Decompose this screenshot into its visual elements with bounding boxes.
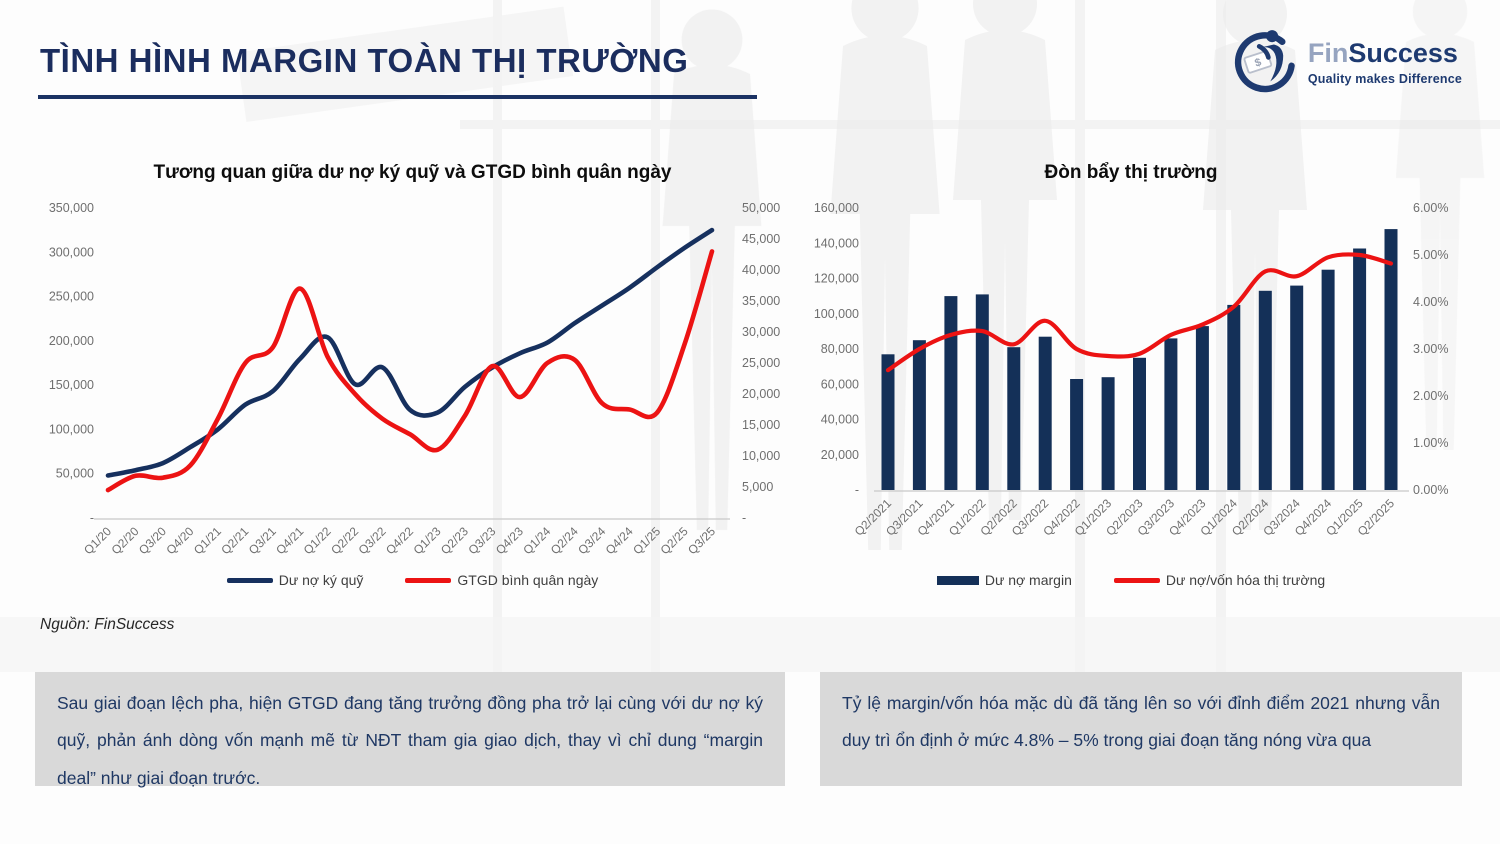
svg-text:300,000: 300,000	[49, 245, 94, 259]
svg-text:20,000: 20,000	[742, 387, 780, 401]
svg-text:Q2/20: Q2/20	[109, 524, 142, 557]
svg-text:35,000: 35,000	[742, 294, 780, 308]
left-chart-title: Tương quan giữa dư nợ ký quỹ và GTGD bìn…	[153, 162, 672, 183]
finsuccess-logo: $ FinSuccess Quality makes Difference	[1224, 26, 1462, 100]
svg-text:20,000: 20,000	[821, 448, 859, 462]
svg-text:Q4/22: Q4/22	[383, 524, 416, 557]
svg-text:Q4/23: Q4/23	[493, 524, 526, 557]
svg-text:250,000: 250,000	[49, 290, 94, 304]
svg-text:Q3/22: Q3/22	[356, 524, 389, 557]
svg-text:5,000: 5,000	[742, 480, 773, 494]
legend-du-no-ky-quy: Dư nợ ký quỹ	[226, 572, 363, 588]
logo-brand-success: Success	[1348, 38, 1458, 68]
svg-text:Q4/21: Q4/21	[273, 524, 306, 557]
navy-line-swatch	[226, 577, 273, 583]
svg-text:2.00%: 2.00%	[1413, 389, 1448, 403]
svg-text:3.00%: 3.00%	[1413, 342, 1448, 356]
svg-text:45,000: 45,000	[742, 232, 780, 246]
svg-text:25,000: 25,000	[742, 356, 780, 370]
svg-text:1.00%: 1.00%	[1413, 436, 1448, 450]
legend-du-no-margin: Dư nợ margin	[936, 572, 1072, 588]
svg-text:Q1/22: Q1/22	[301, 524, 334, 557]
svg-text:150,000: 150,000	[49, 378, 94, 392]
svg-text:15,000: 15,000	[742, 418, 780, 432]
svg-text:120,000: 120,000	[814, 272, 859, 286]
svg-text:60,000: 60,000	[821, 377, 859, 391]
svg-text:-: -	[90, 511, 94, 525]
svg-text:40,000: 40,000	[821, 413, 859, 427]
svg-text:10,000: 10,000	[742, 449, 780, 463]
svg-text:Q1/23: Q1/23	[411, 524, 444, 557]
svg-text:Q2/21: Q2/21	[218, 524, 251, 557]
left-chart-legend: Dư nợ ký quỹ GTGD bình quân ngày	[30, 572, 795, 588]
finsuccess-logo-text: FinSuccess Quality makes Difference	[1307, 38, 1462, 87]
logo-tagline: Quality makes Difference	[1307, 72, 1462, 86]
svg-text:5.00%: 5.00%	[1413, 248, 1448, 262]
svg-text:Q1/24: Q1/24	[520, 524, 553, 557]
svg-text:Q2/24: Q2/24	[548, 524, 581, 557]
right-chart-plot: - 20,000 40,000 60,000 80,000 100,000 120,000 1…	[814, 201, 1449, 539]
svg-text:Q3/24: Q3/24	[575, 524, 608, 557]
svg-text:Q3/23: Q3/23	[465, 524, 498, 557]
svg-text:$: $	[1253, 56, 1263, 70]
legend-du-no-von-hoa: Dư nợ/vốn hóa thị trường	[1113, 572, 1325, 588]
svg-text:Q2/25: Q2/25	[658, 524, 691, 557]
page-title: TÌNH HÌNH MARGIN TOÀN THỊ TRƯỜNG	[40, 42, 689, 79]
svg-text:Q1/25: Q1/25	[630, 524, 663, 557]
svg-text:30,000: 30,000	[742, 325, 780, 339]
svg-text:-: -	[855, 483, 859, 497]
svg-text:100,000: 100,000	[814, 307, 859, 321]
svg-text:0.00%: 0.00%	[1413, 483, 1448, 497]
svg-text:Q1/21: Q1/21	[191, 524, 224, 557]
svg-text:50,000: 50,000	[742, 201, 780, 215]
svg-text:Q3/25: Q3/25	[685, 524, 718, 557]
leverage-chart: Đòn bẩy thị trường - 20,000 40,000 60,000 80…	[795, 158, 1467, 572]
svg-text:350,000: 350,000	[49, 201, 94, 215]
svg-text:6.00%: 6.00%	[1413, 201, 1448, 215]
svg-text:50,000: 50,000	[56, 467, 94, 481]
svg-text:160,000: 160,000	[814, 201, 859, 215]
svg-text:140,000: 140,000	[814, 236, 859, 250]
red-line-swatch	[405, 577, 452, 583]
svg-text:4.00%: 4.00%	[1413, 295, 1448, 309]
legend-gtgd: GTGD bình quân ngày	[405, 572, 598, 588]
logo-brand-fin: Fin	[1307, 38, 1349, 68]
svg-text:Q4/24: Q4/24	[603, 524, 636, 557]
right-comment-box: Tỷ lệ margin/vốn hóa mặc dù đã tăng lên …	[820, 672, 1462, 786]
svg-text:40,000: 40,000	[742, 263, 780, 277]
right-chart-legend: Dư nợ margin Dư nợ/vốn hóa thị trường	[795, 572, 1467, 588]
source-note: Nguồn: FinSuccess	[40, 616, 175, 633]
svg-text:100,000: 100,000	[49, 422, 94, 436]
svg-text:Q2/22: Q2/22	[328, 524, 361, 557]
svg-text:80,000: 80,000	[821, 342, 859, 356]
svg-text:Q4/20: Q4/20	[163, 524, 196, 557]
finsuccess-logo-icon: $	[1234, 30, 1295, 93]
right-chart-title: Đòn bẩy thị trường	[1044, 162, 1218, 183]
svg-text:-: -	[742, 511, 746, 525]
svg-text:Q1/20: Q1/20	[81, 524, 114, 557]
left-comment-box: Sau giai đoạn lệch pha, hiện GTGD đang t…	[35, 672, 785, 788]
navy-bar-swatch	[936, 575, 979, 585]
svg-text:Q3/20: Q3/20	[136, 524, 169, 557]
margin-vs-gtgd-chart: Tương quan giữa dư nợ ký quỹ và GTGD bìn…	[30, 158, 795, 572]
left-chart-plot: - 50,000 100,000 150,000 200,000 250,000 300,0…	[49, 201, 780, 557]
svg-text:Q3/21: Q3/21	[246, 524, 279, 557]
title-underline	[38, 95, 757, 99]
red-line-swatch-2	[1113, 577, 1160, 583]
svg-text:Q2/23: Q2/23	[438, 524, 471, 557]
svg-text:200,000: 200,000	[49, 334, 94, 348]
